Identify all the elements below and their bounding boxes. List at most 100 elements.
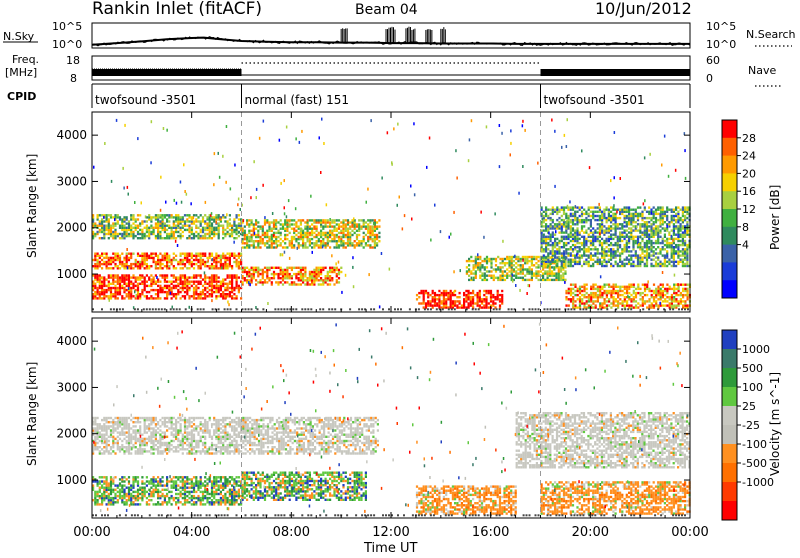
heatmap-cell: [271, 234, 273, 236]
heatmap-cell: [601, 254, 603, 256]
heatmap-cell: [193, 276, 195, 278]
heatmap-cell: [367, 219, 369, 221]
heatmap-cell: [653, 300, 655, 302]
heatmap-cell: [648, 217, 650, 219]
heatmap-cell: [473, 279, 475, 281]
heatmap-cell: [106, 253, 108, 255]
heatmap-cell: [454, 300, 456, 302]
heatmap-cell: [581, 229, 583, 231]
heatmap-cell: [229, 293, 231, 295]
heatmap-cell: [477, 262, 479, 264]
heatmap-cell: [624, 215, 626, 217]
heatmap-cell: [550, 250, 552, 252]
heatmap-cell: [300, 279, 302, 281]
heatmap-cell: [351, 221, 353, 223]
heatmap-cell: [202, 235, 204, 237]
heatmap-cell: [635, 292, 637, 294]
heatmap-cell: [535, 262, 537, 264]
heatmap-cell: [251, 267, 253, 269]
heatmap-point: [233, 241, 235, 244]
heatmap-cell: [574, 234, 576, 236]
heatmap-cell: [648, 254, 650, 256]
heatmap-cell: [570, 261, 572, 263]
heatmap-cell: [135, 227, 137, 229]
heatmap-cell: [684, 215, 686, 217]
heatmap-cell: [204, 289, 206, 291]
heatmap-cell: [166, 237, 168, 239]
ground-scatter-point: [523, 308, 525, 310]
heatmap-cell: [130, 281, 132, 283]
heatmap-cell: [680, 261, 682, 263]
heatmap-cell: [418, 296, 420, 298]
heatmap-cell: [209, 265, 211, 267]
heatmap-cell: [159, 285, 161, 287]
heatmap-cell: [662, 248, 664, 250]
heatmap-cell: [479, 304, 481, 306]
heatmap-cell: [130, 231, 132, 233]
heatmap-cell: [624, 286, 626, 288]
heatmap-cell: [144, 220, 146, 222]
heatmap-cell: [103, 225, 105, 227]
heatmap-cell: [159, 220, 161, 222]
heatmap-cell: [673, 215, 675, 217]
heatmap-cell: [168, 267, 170, 269]
heatmap-cell: [271, 277, 273, 279]
heatmap-cell: [595, 292, 597, 294]
heatmap-cell: [594, 238, 596, 240]
heatmap-cell: [657, 242, 659, 244]
heatmap-cell: [425, 292, 427, 294]
heatmap-cell: [157, 227, 159, 229]
heatmap-point: [219, 218, 221, 221]
heatmap-cell: [157, 267, 159, 269]
heatmap-cell: [624, 250, 626, 252]
heatmap-cell: [304, 267, 306, 269]
heatmap-cell: [155, 255, 157, 257]
heatmap-point: [600, 275, 602, 278]
heatmap-cell: [313, 228, 315, 230]
heatmap-cell: [570, 292, 572, 294]
heatmap-cell: [197, 297, 199, 299]
heatmap-cell: [599, 211, 601, 213]
heatmap-cell: [511, 264, 513, 266]
heatmap-cell: [617, 300, 619, 302]
heatmap-cell: [220, 283, 222, 285]
heatmap-point: [393, 127, 395, 130]
heatmap-point: [329, 218, 331, 221]
heatmap-point: [616, 211, 618, 214]
heatmap-cell: [275, 267, 277, 269]
heatmap-cell: [266, 219, 268, 221]
heatmap-cell: [262, 225, 264, 227]
heatmap-cell: [184, 214, 186, 216]
heatmap-cell: [684, 254, 686, 256]
heatmap-cell: [668, 259, 670, 261]
heatmap-cell: [342, 232, 344, 234]
heatmap-cell: [349, 238, 351, 240]
heatmap-cell: [121, 265, 123, 267]
heatmap-cell: [209, 283, 211, 285]
heatmap-point: [277, 245, 279, 248]
heatmap-cell: [307, 238, 309, 240]
heatmap-cell: [646, 225, 648, 227]
heatmap-cell: [619, 290, 621, 292]
heatmap-cell: [675, 234, 677, 236]
heatmap-cell: [193, 263, 195, 265]
heatmap-cell: [624, 206, 626, 208]
heatmap-cell: [572, 240, 574, 242]
heatmap-cell: [447, 298, 449, 300]
heatmap-cell: [117, 235, 119, 237]
heatmap-cell: [227, 222, 229, 224]
heatmap-cell: [238, 257, 240, 259]
heatmap-point: [286, 215, 288, 218]
heatmap-cell: [664, 229, 666, 231]
heatmap-cell: [318, 238, 320, 240]
heatmap-cell: [678, 288, 680, 290]
heatmap-cell: [617, 223, 619, 225]
heatmap-cell: [599, 288, 601, 290]
heatmap-cell: [262, 283, 264, 285]
heatmap-cell: [209, 225, 211, 227]
heatmap-point: [567, 118, 569, 121]
heatmap-cell: [515, 266, 517, 268]
heatmap-cell: [180, 297, 182, 299]
heatmap-cell: [117, 276, 119, 278]
heatmap-cell: [475, 262, 477, 264]
